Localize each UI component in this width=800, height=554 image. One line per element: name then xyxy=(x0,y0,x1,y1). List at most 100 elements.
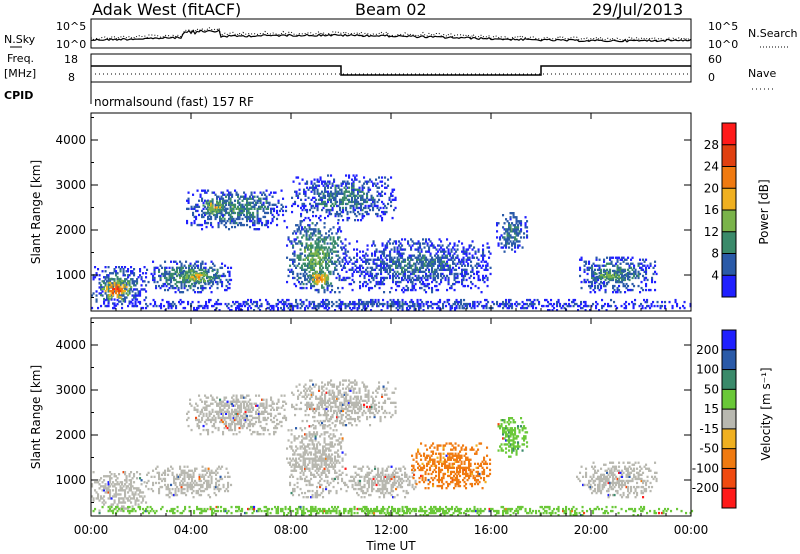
vel-echo-cell xyxy=(180,469,183,472)
power-echo-cell xyxy=(489,266,492,270)
power-echo-cell xyxy=(595,275,598,279)
power-colorbar-label: 28 xyxy=(704,138,719,152)
power-echo-cell xyxy=(518,232,521,235)
vel-echo-cell xyxy=(199,433,202,436)
power-echo-cell xyxy=(186,278,189,282)
power-echo-cell xyxy=(210,206,213,209)
power-echo-cell xyxy=(305,304,308,308)
power-echo-cell xyxy=(124,283,127,287)
vel-echo-cell xyxy=(130,479,133,482)
power-echo-cell xyxy=(381,258,384,261)
power-echo-cell xyxy=(383,276,386,280)
power-echo-cell xyxy=(447,282,450,286)
power-echo-cell xyxy=(438,248,441,251)
power-echo-cell xyxy=(483,268,486,272)
power-echo-cell xyxy=(246,201,249,205)
power-echo-cell xyxy=(137,292,140,295)
power-echo-cell xyxy=(500,234,503,237)
power-echo-cell xyxy=(378,176,381,179)
power-echo-cell xyxy=(508,236,511,239)
power-echo-cell xyxy=(375,250,378,253)
power-echo-cell xyxy=(332,246,335,249)
power-echo-cell xyxy=(477,270,480,274)
power-echo-cell xyxy=(379,192,382,195)
power-echo-cell xyxy=(391,300,394,304)
power-echo-cell xyxy=(622,270,625,274)
power-echo-cell xyxy=(304,270,307,274)
power-echo-cell xyxy=(336,204,339,208)
power-echo-cell xyxy=(511,212,514,215)
power-echo-cell xyxy=(447,258,450,261)
power-echo-cell xyxy=(335,264,338,267)
power-echo-cell xyxy=(201,284,204,288)
power-echo-cell xyxy=(491,306,494,310)
power-echo-cell xyxy=(440,268,443,272)
power-echo-cell xyxy=(520,306,523,310)
power-echo-cell xyxy=(180,280,183,284)
power-echo-cell xyxy=(319,176,322,179)
power-echo-cell xyxy=(325,304,328,308)
power-echo-cell xyxy=(198,268,201,272)
power-echo-cell xyxy=(512,242,515,245)
power-echo-cell xyxy=(206,270,209,274)
power-echo-cell xyxy=(216,274,219,278)
power-echo-cell xyxy=(336,192,339,195)
power-echo-cell xyxy=(586,272,589,276)
power-echo-cell xyxy=(589,280,592,284)
vel-echo-cell xyxy=(113,473,116,476)
power-echo-cell xyxy=(200,268,203,272)
power-echo-cell xyxy=(249,197,252,200)
power-echo-cell xyxy=(641,306,644,310)
vel-echo-cell xyxy=(139,477,142,480)
power-echo-cell xyxy=(218,309,221,312)
vel-echo-cell xyxy=(113,485,116,488)
power-echo-cell xyxy=(417,258,420,261)
vel-echo-cell xyxy=(100,477,103,480)
power-echo-cell xyxy=(175,304,178,308)
vel-echo-cell xyxy=(142,497,145,500)
power-echo-cell xyxy=(217,202,220,205)
power-echo-cell xyxy=(238,304,241,308)
power-echo-cell xyxy=(505,244,508,247)
vel-echo-cell xyxy=(215,485,218,489)
power-echo-cell xyxy=(436,306,439,310)
power-echo-cell xyxy=(472,302,475,306)
power-echo-cell xyxy=(142,272,145,275)
power-echo-cell xyxy=(250,219,253,223)
power-echo-cell xyxy=(346,194,349,198)
power-echo-cell xyxy=(320,304,323,308)
power-echo-cell xyxy=(664,300,667,304)
power-echo-cell xyxy=(244,304,247,308)
power-echo-cell xyxy=(461,258,464,261)
power-echo-cell xyxy=(259,197,262,200)
power-echo-cell xyxy=(601,304,604,308)
power-echo-cell xyxy=(265,199,268,202)
power-echo-cell xyxy=(346,210,349,214)
power-echo-cell xyxy=(306,186,309,189)
vel-echo-cell xyxy=(202,428,205,432)
power-echo-cell xyxy=(343,180,346,183)
freq-bottom-tick: 8 xyxy=(68,71,75,84)
power-echo-cell xyxy=(204,205,207,209)
power-echo-cell xyxy=(379,206,382,210)
power-echo-cell xyxy=(379,194,382,198)
power-echo-cell xyxy=(352,182,355,185)
power-echo-cell xyxy=(298,280,301,284)
power-echo-cell xyxy=(229,201,232,205)
power-echo-cell xyxy=(509,304,512,308)
power-echo-cell xyxy=(441,276,444,280)
power-echo-cell xyxy=(401,304,404,308)
vel-echo-cell xyxy=(195,481,198,485)
power-echo-cell xyxy=(343,192,346,195)
power-echo-cell xyxy=(139,270,142,273)
power-echo-cell xyxy=(250,191,253,194)
power-echo-cell xyxy=(219,197,222,200)
power-echo-cell xyxy=(412,300,415,304)
power-echo-cell xyxy=(380,250,383,253)
vel-echo-cell xyxy=(127,491,130,494)
power-echo-cell xyxy=(506,236,509,239)
power-echo-cell xyxy=(104,278,107,281)
power-echo-cell xyxy=(323,236,326,239)
power-colorbar-swatch xyxy=(722,188,736,211)
power-echo-cell xyxy=(384,256,387,259)
